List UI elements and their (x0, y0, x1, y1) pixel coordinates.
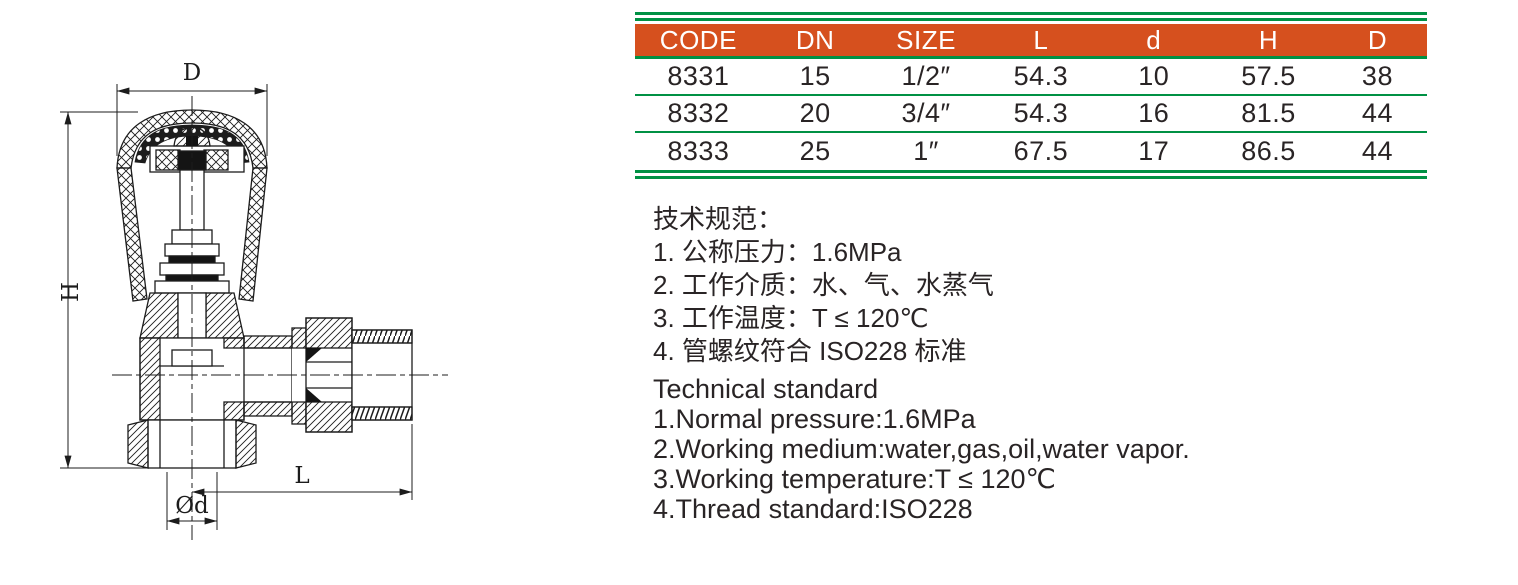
specs-en-item: 1.Normal pressure:1.6MPa (653, 404, 976, 434)
cell-code: 8332 (667, 98, 730, 128)
technical-specs-english: Technical standard 1.Normal pressure:1.6… (653, 374, 1427, 524)
table-bottom-rule (635, 170, 1427, 179)
col-header-dn: DN (795, 25, 835, 55)
cell-l: 67.5 (1013, 136, 1069, 166)
specs-cn-item: 1. 公称压力：1.6MPa (653, 237, 902, 267)
technical-specs-chinese: 技术规范： 1. 公称压力：1.6MPa 2. 工作介质：水、气、水蒸气 3. … (653, 203, 1427, 368)
dimension-lines (60, 84, 413, 530)
col-header-d-small: d (1146, 25, 1162, 55)
valve-drawing-area: D H L Ød (0, 0, 620, 585)
col-header-h: H (1258, 25, 1279, 55)
specs-en-item: 3.Working temperature:T ≤ 120℃ (653, 464, 1056, 494)
cell-h: 57.5 (1241, 61, 1296, 91)
cell-d-big: 44 (1361, 136, 1393, 166)
dim-label-L: L (294, 463, 309, 489)
dim-label-D: D (183, 60, 201, 86)
handle-cap (116, 109, 268, 302)
cell-size: 1/2″ (901, 61, 951, 91)
cell-d-small: 16 (1138, 98, 1170, 128)
dimension-table: CODE DN SIZE L d H D 8331 15 1/2″ 54.3 1… (635, 12, 1427, 179)
angle-valve-cross-section-drawing: D H L Ød (58, 60, 448, 540)
valve-artwork: D H L Ød (58, 60, 448, 540)
col-header-d-big: D (1367, 25, 1388, 55)
specs-cn-item: 3. 工作温度：T ≤ 120℃ (653, 303, 929, 333)
valve-stem-assembly (149, 126, 245, 294)
table-row: 8333 25 1″ 67.5 17 86.5 44 (635, 133, 1427, 170)
specs-cn-item: 2. 工作介质：水、气、水蒸气 (653, 270, 994, 300)
cell-dn: 25 (799, 136, 831, 166)
knurled-band (134, 124, 250, 164)
right-column: CODE DN SIZE L d H D 8331 15 1/2″ 54.3 1… (635, 12, 1427, 524)
table-top-rule (635, 12, 1427, 21)
specs-cn-title: 技术规范： (653, 204, 784, 234)
table-row: 8332 20 3/4″ 54.3 16 81.5 44 (635, 96, 1427, 133)
cell-dn: 20 (799, 98, 831, 128)
cell-d-big: 38 (1361, 61, 1393, 91)
dim-label-H: H (58, 282, 84, 302)
col-header-code: CODE (659, 25, 737, 55)
cell-d-small: 10 (1138, 61, 1170, 91)
table-row: 8331 15 1/2″ 54.3 10 57.5 38 (635, 59, 1427, 96)
specs-cn-item: 4. 管螺纹符合 ISO228 标准 (653, 336, 967, 366)
specs-en-item: 2.Working medium:water,gas,oil,water vap… (653, 434, 1190, 464)
specs-en-item: 4.Thread standard:ISO228 (653, 494, 973, 524)
col-header-size: SIZE (896, 25, 956, 55)
cell-d-big: 44 (1361, 98, 1393, 128)
cell-size: 3/4″ (901, 98, 951, 128)
cell-code: 8333 (667, 136, 730, 166)
specs-en-title: Technical standard (653, 374, 879, 404)
cell-h: 86.5 (1241, 136, 1296, 166)
cell-dn: 15 (799, 61, 831, 91)
table-header-row: CODE DN SIZE L d H D (635, 24, 1427, 59)
cell-code: 8331 (667, 61, 730, 91)
dim-label-Od: Ød (175, 493, 209, 519)
cell-l: 54.3 (1013, 98, 1069, 128)
cell-d-small: 17 (1138, 136, 1170, 166)
cell-h: 81.5 (1241, 98, 1296, 128)
cell-size: 1″ (913, 136, 939, 166)
col-header-l: L (1033, 25, 1049, 55)
centerlines (112, 96, 448, 540)
cell-l: 54.3 (1013, 61, 1069, 91)
